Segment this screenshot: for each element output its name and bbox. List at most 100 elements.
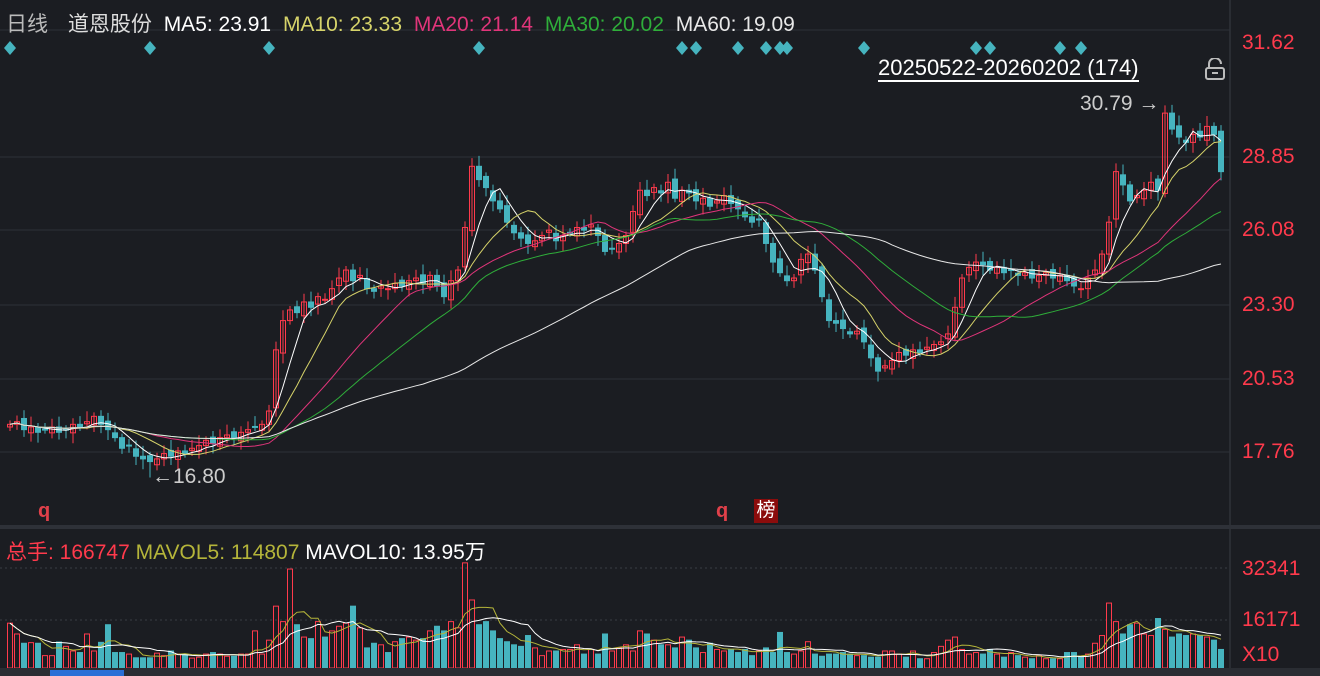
candle-up xyxy=(798,258,804,276)
volume-bar xyxy=(728,648,734,669)
candle-up xyxy=(938,341,944,346)
volume-bar xyxy=(917,658,923,669)
volume-bar xyxy=(616,647,622,669)
candle-down xyxy=(1120,174,1126,186)
volume-bar xyxy=(602,633,608,669)
volume-bar xyxy=(476,624,482,669)
candle-up xyxy=(1141,189,1147,200)
volume-bar xyxy=(903,656,909,669)
date-range-label[interactable]: 20250522-20260202 (174) xyxy=(878,55,1139,82)
candle-down xyxy=(511,224,517,234)
volume-bar xyxy=(154,652,160,669)
low-price-value: 16.80 xyxy=(173,465,226,488)
event-marker xyxy=(984,41,996,55)
candle-down xyxy=(420,274,426,284)
volume-bar xyxy=(1015,655,1021,669)
candle-up xyxy=(448,280,454,301)
volume-bar xyxy=(658,644,664,669)
volume-bar xyxy=(1106,602,1112,669)
candle-up xyxy=(224,434,230,439)
volume-bar xyxy=(595,653,601,669)
volume-bar xyxy=(1029,658,1035,669)
volume-bar xyxy=(91,650,97,669)
candle-down xyxy=(210,436,216,444)
volume-bar xyxy=(119,652,125,669)
candle-up xyxy=(84,421,90,425)
volume-bar xyxy=(196,656,202,669)
ranking-tag[interactable]: 榜 xyxy=(754,499,778,523)
event-marker xyxy=(1054,41,1066,55)
candle-up xyxy=(1078,288,1084,291)
candle-up xyxy=(623,234,629,244)
volume-bar xyxy=(924,658,930,669)
candle-up xyxy=(336,277,342,286)
unlock-icon[interactable] xyxy=(1204,58,1226,80)
volume-bar xyxy=(231,655,237,669)
candle-up xyxy=(882,365,888,369)
candle-down xyxy=(119,437,125,449)
volume-bar xyxy=(259,653,265,669)
volume-bar xyxy=(371,642,377,669)
volume-bar xyxy=(553,650,559,669)
candle-up xyxy=(357,274,363,278)
volume-bar xyxy=(224,655,230,669)
volume-bar xyxy=(490,630,496,669)
scrollbar-thumb[interactable] xyxy=(50,670,124,676)
candle-up xyxy=(1106,221,1112,255)
candle-up xyxy=(175,450,181,460)
volume-bar xyxy=(700,652,706,669)
bottom-scrollbar[interactable] xyxy=(0,668,1320,676)
candle-down xyxy=(350,269,356,282)
mavol10-line xyxy=(9,617,1222,658)
ma10-line xyxy=(9,141,1222,455)
candle-up xyxy=(462,226,468,268)
volume-bar xyxy=(84,633,90,669)
candle-down xyxy=(875,357,881,372)
candle-up xyxy=(385,288,391,291)
volume-bar xyxy=(182,653,188,669)
candle-down xyxy=(483,175,489,189)
volume-bar xyxy=(693,647,699,669)
candle-up xyxy=(700,197,706,205)
candle-down xyxy=(812,253,818,271)
candle-up xyxy=(1204,125,1210,141)
stock-name: 道恩股份 xyxy=(67,13,152,36)
volume-bar xyxy=(252,630,258,669)
volume-bar xyxy=(56,641,62,669)
volume-bar xyxy=(630,650,636,669)
period-label[interactable]: 日线 xyxy=(6,13,48,36)
q-tag[interactable]: q xyxy=(716,500,729,522)
q-tag[interactable]: q xyxy=(38,500,51,522)
volume-bar xyxy=(1085,653,1091,669)
candle-down xyxy=(371,288,377,292)
volume-bar xyxy=(959,648,965,669)
ma30-value: MA30: 20.02 xyxy=(544,13,664,36)
candle-down xyxy=(182,450,188,455)
candle-down xyxy=(1211,125,1217,135)
candle-up xyxy=(189,447,195,451)
candle-up xyxy=(154,458,160,466)
candle-up xyxy=(7,423,13,428)
event-marker xyxy=(858,41,870,55)
volume-bar xyxy=(546,650,552,669)
volume-bar xyxy=(161,655,167,669)
candle-down xyxy=(826,299,832,322)
candle-up xyxy=(1113,171,1119,220)
candle-down xyxy=(105,420,111,431)
volume-bar xyxy=(1120,633,1126,669)
volume-bar xyxy=(1036,655,1042,669)
candle-up xyxy=(322,298,328,301)
volume-bar xyxy=(714,648,720,669)
volume-bar xyxy=(413,639,419,669)
volume-bar xyxy=(14,633,20,669)
volume-bar xyxy=(441,630,447,669)
volume-bar xyxy=(1169,636,1175,669)
candle-down xyxy=(112,432,118,439)
volume-bar xyxy=(497,638,503,669)
volume-bar xyxy=(861,655,867,669)
volume-bar xyxy=(889,650,895,669)
volume-bar xyxy=(399,638,405,669)
candle-up xyxy=(196,445,202,452)
candle-up xyxy=(805,253,811,264)
candle-up xyxy=(28,426,34,434)
